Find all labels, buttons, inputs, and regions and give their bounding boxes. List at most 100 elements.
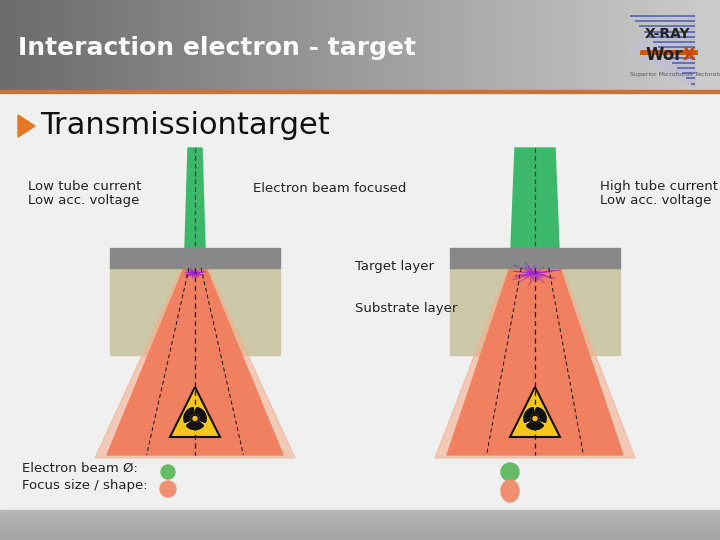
Circle shape xyxy=(193,416,197,421)
Bar xyxy=(143,0,144,90)
Bar xyxy=(492,0,493,90)
Bar xyxy=(256,0,257,90)
Bar xyxy=(248,0,249,90)
Bar xyxy=(617,0,618,90)
Bar xyxy=(624,0,625,90)
Bar xyxy=(629,0,630,90)
Text: Low acc. voltage: Low acc. voltage xyxy=(28,194,140,207)
Bar xyxy=(451,0,452,90)
Bar xyxy=(65,0,66,90)
Bar xyxy=(407,0,408,90)
Wedge shape xyxy=(186,422,204,429)
Bar xyxy=(269,0,270,90)
Bar xyxy=(640,0,641,90)
Bar xyxy=(169,0,170,90)
Bar xyxy=(339,0,340,90)
Bar xyxy=(588,0,589,90)
Bar xyxy=(135,0,136,90)
Bar xyxy=(348,0,349,90)
Bar xyxy=(360,0,361,90)
Bar xyxy=(555,0,556,90)
Bar xyxy=(548,0,549,90)
Bar xyxy=(542,0,543,90)
Bar xyxy=(120,0,121,90)
Bar xyxy=(520,0,521,90)
Bar xyxy=(79,0,80,90)
Bar xyxy=(599,0,600,90)
Bar xyxy=(651,0,652,90)
Bar xyxy=(267,0,268,90)
Polygon shape xyxy=(511,148,559,248)
Bar xyxy=(641,0,642,90)
Bar xyxy=(199,0,200,90)
Bar xyxy=(527,0,528,90)
Bar xyxy=(718,0,719,90)
Bar xyxy=(159,0,160,90)
Bar xyxy=(395,0,396,90)
Bar xyxy=(386,0,387,90)
Bar xyxy=(0,533,720,534)
Bar xyxy=(273,0,274,90)
Bar xyxy=(16,0,17,90)
Bar xyxy=(410,0,411,90)
Bar xyxy=(371,0,372,90)
Bar xyxy=(105,0,106,90)
Bar xyxy=(572,0,573,90)
Bar xyxy=(460,0,461,90)
Bar xyxy=(519,0,520,90)
Bar xyxy=(507,0,508,90)
Bar xyxy=(374,0,375,90)
Bar xyxy=(196,0,197,90)
Bar xyxy=(598,0,599,90)
Bar xyxy=(70,0,71,90)
Wedge shape xyxy=(184,408,194,422)
Bar xyxy=(66,0,67,90)
Bar xyxy=(63,0,64,90)
Bar xyxy=(37,0,38,90)
Bar xyxy=(129,0,130,90)
Bar xyxy=(93,0,94,90)
Bar xyxy=(14,0,15,90)
Bar xyxy=(25,0,26,90)
Bar xyxy=(382,0,383,90)
Bar xyxy=(639,0,640,90)
Bar xyxy=(406,0,407,90)
Bar xyxy=(385,0,386,90)
Bar xyxy=(444,0,445,90)
Bar xyxy=(453,0,454,90)
Bar xyxy=(314,0,315,90)
Bar xyxy=(465,0,466,90)
Bar xyxy=(88,0,89,90)
Bar xyxy=(711,0,712,90)
Bar xyxy=(570,0,571,90)
Bar xyxy=(58,0,59,90)
Bar xyxy=(387,0,388,90)
Bar xyxy=(351,0,352,90)
Bar xyxy=(569,0,570,90)
Bar xyxy=(719,0,720,90)
Bar xyxy=(0,537,720,538)
Bar xyxy=(32,0,33,90)
Bar xyxy=(657,0,658,90)
Bar xyxy=(326,0,327,90)
Bar xyxy=(0,511,720,512)
Bar xyxy=(618,0,619,90)
Bar xyxy=(419,0,420,90)
Bar xyxy=(500,0,501,90)
Circle shape xyxy=(161,465,175,479)
Bar xyxy=(446,0,447,90)
Bar xyxy=(87,0,88,90)
Bar xyxy=(305,0,306,90)
Bar xyxy=(49,0,50,90)
Polygon shape xyxy=(107,268,283,455)
Bar xyxy=(313,0,314,90)
Bar xyxy=(689,0,690,90)
Bar xyxy=(320,0,321,90)
Bar xyxy=(590,0,591,90)
Bar xyxy=(22,0,23,90)
Bar xyxy=(189,0,190,90)
Bar xyxy=(396,0,397,90)
Bar xyxy=(99,0,100,90)
Bar xyxy=(0,0,1,90)
Bar xyxy=(0,517,720,518)
